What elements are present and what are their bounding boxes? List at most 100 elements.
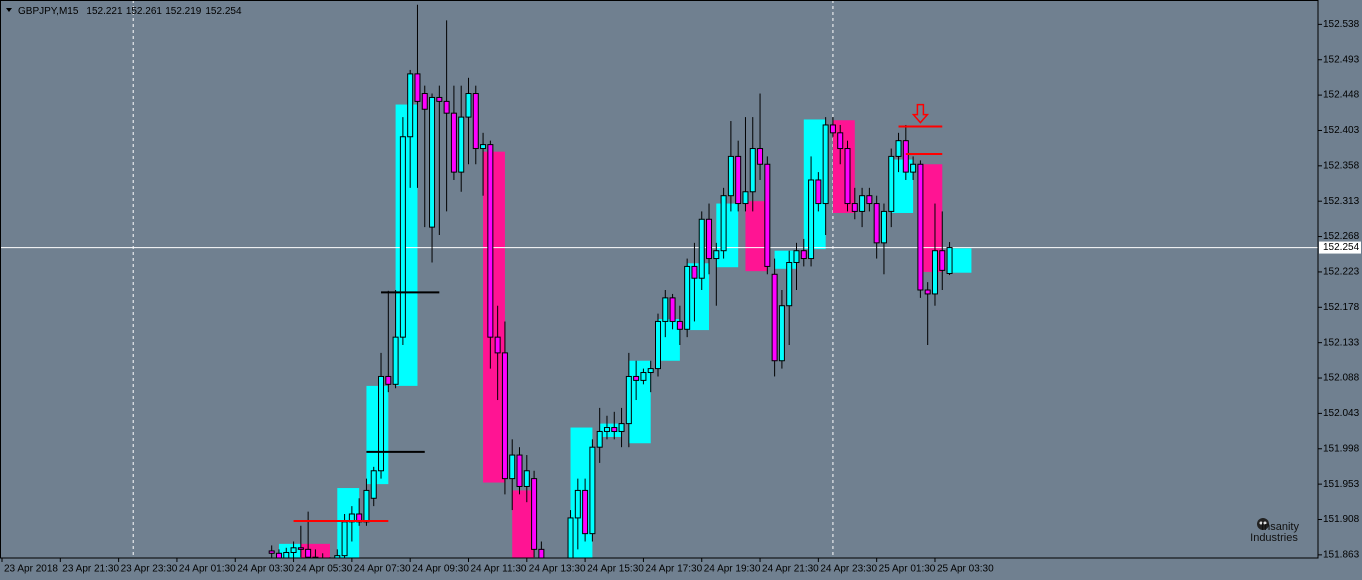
candle-body — [443, 100, 450, 114]
candle — [910, 156, 917, 180]
candle-body — [531, 478, 538, 550]
candle — [939, 211, 946, 291]
candle-body — [713, 250, 720, 260]
y-tick-label: 151.953 — [1323, 479, 1360, 490]
candle-body — [429, 96, 436, 228]
zone-box — [803, 119, 826, 250]
candle — [669, 293, 676, 330]
y-tick-label: 151.908 — [1323, 514, 1360, 525]
y-tick-label: 152.088 — [1323, 373, 1360, 384]
y-tick-label: 152.448 — [1323, 90, 1360, 101]
plot-area — [0, 0, 1318, 558]
candle — [727, 121, 734, 212]
y-tick-label: 152.313 — [1323, 196, 1360, 207]
candle-body — [873, 203, 880, 244]
candle-body — [793, 250, 800, 263]
candle-body — [414, 73, 421, 102]
x-tick-label: 24 Apr 09:30 — [412, 564, 469, 575]
candle — [322, 553, 324, 558]
candle-body — [902, 140, 909, 173]
candle-body — [880, 210, 887, 244]
candle-body — [917, 163, 924, 291]
header-value: 152.221 — [86, 6, 123, 17]
candle-body — [706, 218, 713, 260]
candle — [589, 439, 596, 542]
candle-body — [764, 163, 771, 267]
candle-body — [450, 112, 457, 173]
candle-body — [516, 454, 523, 487]
candle — [655, 313, 661, 377]
y-tick-label: 152.133 — [1323, 337, 1360, 348]
candle-body — [275, 552, 282, 558]
candle-body — [669, 297, 676, 322]
y-tick-label: 152.538 — [1323, 19, 1360, 30]
candle-body — [808, 179, 815, 260]
candle — [880, 203, 887, 275]
x-tick-label: 24 Apr 07:30 — [354, 564, 411, 575]
candle-body — [859, 195, 866, 212]
x-tick-label: 24 Apr 17:30 — [645, 564, 702, 575]
candle — [684, 258, 691, 338]
candle — [268, 545, 275, 558]
candle — [895, 132, 902, 173]
candle — [494, 305, 501, 401]
candle-body — [618, 423, 625, 432]
candle-body — [611, 427, 618, 432]
zone-box — [832, 120, 855, 213]
candle-body — [691, 265, 698, 279]
candle-body — [582, 489, 589, 535]
x-tick-label: 23 Apr 21:30 — [62, 564, 119, 575]
candle — [859, 187, 866, 228]
zone-box — [949, 248, 972, 273]
candle — [735, 140, 742, 212]
candle-body — [800, 250, 807, 260]
candle — [472, 85, 479, 165]
candle-body — [297, 547, 304, 550]
candle — [501, 321, 508, 495]
zone-box — [628, 360, 651, 444]
candle-body — [640, 372, 647, 381]
chart-header: GBPJPY,M15 152.221 152.261 152.219 152.254 — [18, 6, 242, 17]
x-tick-label: 24 Apr 01:30 — [179, 564, 236, 575]
candle-body — [268, 550, 275, 554]
candle — [429, 93, 436, 263]
candle-body — [567, 517, 574, 558]
candle-body — [822, 124, 829, 205]
candle-body — [407, 73, 414, 138]
candle-body — [509, 454, 516, 480]
candle — [946, 242, 953, 276]
bid-label-box — [1319, 241, 1361, 254]
candle — [800, 238, 807, 267]
candle — [873, 195, 880, 259]
candle-body — [436, 96, 443, 102]
candle-body — [771, 273, 778, 362]
candle-body — [676, 320, 683, 330]
candle-body — [931, 250, 938, 295]
candle — [757, 93, 764, 180]
candle — [713, 242, 720, 306]
candle — [450, 85, 457, 180]
y-tick-label: 152.268 — [1323, 231, 1360, 242]
candle — [436, 85, 443, 235]
header-value: 152.219 — [165, 6, 202, 17]
x-tick-label: 23 Apr 2018 — [4, 564, 58, 575]
signal-arrow — [911, 103, 930, 124]
candle — [786, 250, 793, 346]
candle — [647, 360, 654, 393]
candle-body — [574, 489, 581, 519]
candle-body — [910, 163, 917, 173]
candle-body — [720, 195, 727, 252]
candle — [764, 156, 771, 275]
header-value: 152.254 — [205, 6, 242, 17]
candle — [640, 368, 647, 385]
x-tick-label: 23 Apr 23:30 — [121, 564, 178, 575]
candle — [283, 547, 290, 558]
candle — [676, 305, 683, 346]
candle-body — [290, 547, 297, 553]
candle-body — [786, 261, 793, 307]
candle-body — [924, 289, 931, 295]
menu-triangle[interactable] — [6, 8, 12, 12]
candle-body — [815, 179, 822, 205]
candle — [931, 203, 938, 306]
